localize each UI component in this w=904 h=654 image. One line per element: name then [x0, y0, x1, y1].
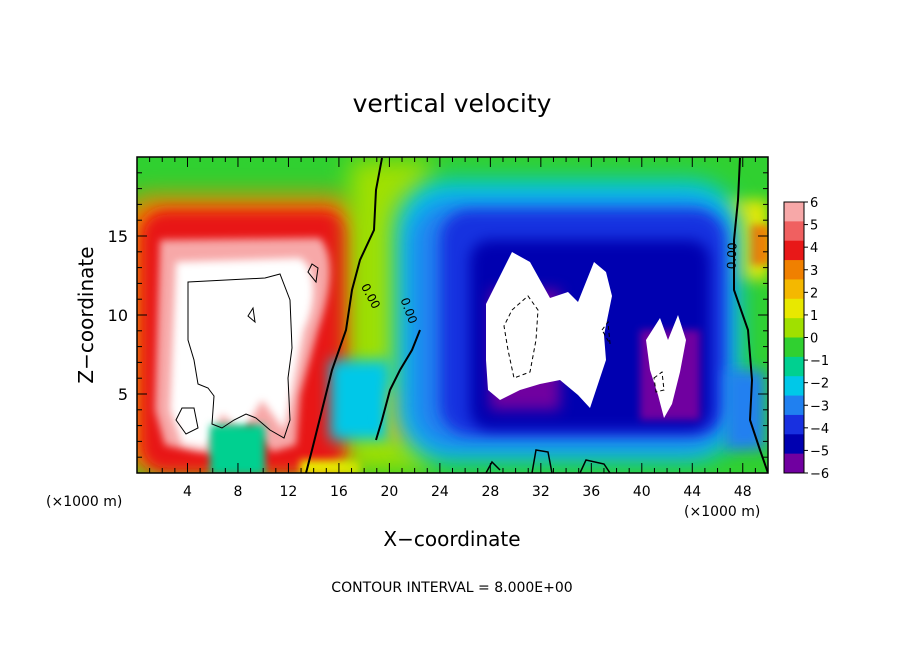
x-axis-label: X−coordinate [383, 527, 520, 551]
colorbar-swatch [784, 337, 804, 358]
colorbar-swatch [784, 376, 804, 397]
x-tick-label: 32 [532, 484, 550, 500]
colorbar-swatch [784, 240, 804, 261]
colorbar-label: 0 [810, 332, 818, 347]
x-tick-label: 8 [233, 484, 242, 500]
colorbar-swatch [784, 318, 804, 338]
contour-interval-footer: CONTOUR INTERVAL = 8.000E+00 [331, 580, 572, 596]
y-tick-label: 15 [108, 227, 128, 246]
colorbar-label: 1 [810, 309, 818, 324]
y-tick-labels: 5 10 15 [108, 227, 128, 404]
colorbar-label: −4 [810, 422, 829, 437]
colorbar-label: 5 [810, 219, 818, 234]
axis-ticks [137, 157, 768, 473]
colorbar-label: −5 [810, 444, 829, 459]
y-tick-label: 10 [108, 306, 128, 325]
x-tick-label: 44 [683, 484, 701, 500]
colorbar-swatch [784, 434, 804, 455]
colorbar-label: −1 [810, 354, 829, 369]
x-tick-labels: 4 8 12 16 20 24 28 32 36 40 44 48 [183, 484, 752, 500]
x-tick-label: 40 [633, 484, 651, 500]
x-tick-label: 48 [734, 484, 752, 500]
colorbar-swatch [784, 260, 804, 280]
contour-label: 0.00 [725, 242, 740, 269]
colorbar: 6 5 4 3 2 1 0 −1 −2 −3 −4 −5 −6 [783, 196, 829, 482]
x-tick-label: 16 [330, 484, 348, 500]
colorbar-label: 3 [810, 264, 818, 279]
x-tick-label: 4 [183, 484, 192, 500]
chart-title: vertical velocity [353, 89, 552, 118]
x-unit-right: (×1000 m) [684, 504, 760, 520]
colorbar-swatch [784, 279, 804, 300]
y-tick-label: 5 [118, 385, 128, 404]
colorbar-label: 6 [810, 196, 818, 211]
x-tick-label: 20 [380, 484, 398, 500]
colorbar-label: −2 [810, 377, 829, 392]
colorbar-swatch [784, 414, 804, 435]
colorbar-label: −6 [810, 467, 829, 482]
x-tick-label: 36 [582, 484, 600, 500]
colorbar-label: 2 [810, 286, 818, 301]
heatmap-field [137, 157, 768, 473]
colorbar-swatch [784, 298, 804, 319]
colorbar-swatch [784, 221, 804, 242]
x-tick-label: 12 [280, 484, 298, 500]
x-tick-label: 24 [431, 484, 449, 500]
colorbar-label: −3 [810, 399, 829, 414]
colorbar-label: 4 [810, 241, 818, 256]
colorbar-swatch [784, 356, 804, 377]
contour-lines [175, 157, 768, 473]
colorbar-swatch [784, 395, 804, 416]
colorbar-swatch [784, 202, 804, 222]
x-unit-left: (×1000 m) [46, 494, 122, 510]
y-axis-label: Z−coordinate [74, 246, 98, 383]
colorbar-swatch [784, 453, 804, 474]
x-tick-label: 28 [481, 484, 499, 500]
